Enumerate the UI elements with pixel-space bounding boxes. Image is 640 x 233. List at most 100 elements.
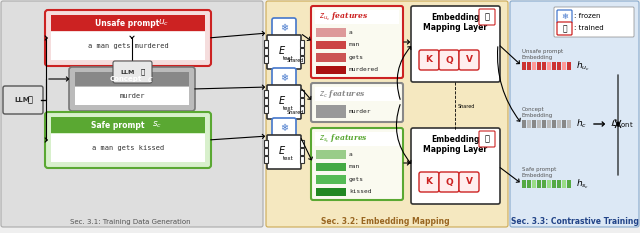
Text: : frozen: : frozen <box>574 14 600 20</box>
Text: Q: Q <box>445 55 453 65</box>
Bar <box>264 106 268 113</box>
Bar <box>542 62 546 70</box>
FancyBboxPatch shape <box>419 50 439 70</box>
Bar <box>557 180 561 188</box>
FancyBboxPatch shape <box>267 85 301 119</box>
Bar <box>532 120 536 128</box>
Text: gets: gets <box>349 55 364 60</box>
Bar <box>334 162 339 171</box>
Bar <box>328 41 333 49</box>
Text: murder: murder <box>349 109 371 114</box>
Text: text: text <box>283 155 293 161</box>
Text: Embedding: Embedding <box>431 136 480 144</box>
Bar <box>300 98 304 105</box>
Bar <box>316 41 321 49</box>
FancyBboxPatch shape <box>411 6 500 82</box>
Text: a: a <box>349 30 353 35</box>
FancyBboxPatch shape <box>419 172 439 192</box>
Text: Sec. 3.2: Embedding Mapping: Sec. 3.2: Embedding Mapping <box>321 217 449 226</box>
Bar <box>316 188 321 196</box>
FancyBboxPatch shape <box>113 61 152 83</box>
Bar <box>75 72 189 86</box>
Bar <box>334 28 339 37</box>
FancyBboxPatch shape <box>45 112 211 168</box>
Bar <box>562 120 566 128</box>
FancyBboxPatch shape <box>557 22 572 35</box>
Bar <box>300 148 304 155</box>
Text: 🔥: 🔥 <box>484 13 490 21</box>
Bar <box>537 120 541 128</box>
Bar <box>334 41 339 49</box>
Text: murdered: murdered <box>349 67 379 72</box>
Bar <box>328 150 333 158</box>
Bar <box>328 53 333 62</box>
Bar <box>542 180 546 188</box>
Text: Embedding: Embedding <box>522 113 553 119</box>
Bar <box>557 120 561 128</box>
FancyBboxPatch shape <box>459 172 479 192</box>
Text: ❄: ❄ <box>280 73 288 83</box>
Text: $z_{u_c}$ features: $z_{u_c}$ features <box>319 11 369 23</box>
FancyBboxPatch shape <box>311 83 403 122</box>
Bar <box>522 120 526 128</box>
Bar <box>537 180 541 188</box>
Bar <box>316 105 346 118</box>
Text: ❄: ❄ <box>280 23 288 33</box>
Bar <box>316 105 321 118</box>
FancyBboxPatch shape <box>557 10 572 23</box>
Bar <box>340 175 345 184</box>
Bar <box>328 65 333 74</box>
Bar <box>537 62 541 70</box>
Text: murder: murder <box>119 93 145 99</box>
FancyBboxPatch shape <box>510 1 639 227</box>
Bar <box>340 65 345 74</box>
Bar <box>316 28 321 37</box>
Text: $u_c$: $u_c$ <box>158 18 169 28</box>
Bar <box>315 10 399 24</box>
Bar <box>300 140 304 147</box>
Bar <box>315 87 399 101</box>
Bar <box>316 65 321 74</box>
Bar <box>322 41 327 49</box>
FancyBboxPatch shape <box>479 9 495 25</box>
Bar <box>328 188 333 196</box>
Bar <box>316 175 321 184</box>
Bar <box>51 32 205 60</box>
Bar <box>300 40 304 47</box>
Bar <box>316 65 346 74</box>
Text: $h_c$: $h_c$ <box>576 118 587 130</box>
Text: man: man <box>349 164 360 169</box>
FancyBboxPatch shape <box>479 131 495 147</box>
Bar <box>527 62 531 70</box>
Bar <box>522 180 526 188</box>
Bar <box>567 120 571 128</box>
Text: LLM: LLM <box>14 97 29 103</box>
Text: Mapping Layer: Mapping Layer <box>424 145 488 154</box>
Bar <box>316 162 321 171</box>
FancyBboxPatch shape <box>45 10 211 66</box>
Bar <box>264 148 268 155</box>
Bar <box>322 28 327 37</box>
Bar <box>557 62 561 70</box>
Bar <box>532 62 536 70</box>
Bar <box>316 53 346 62</box>
Text: Safe prompt: Safe prompt <box>91 120 145 130</box>
Text: text: text <box>283 106 293 110</box>
Bar <box>340 105 345 118</box>
Bar <box>328 175 333 184</box>
Text: $E$: $E$ <box>278 144 286 156</box>
Bar <box>532 180 536 188</box>
Text: Concept: Concept <box>110 76 142 82</box>
Bar <box>567 180 571 188</box>
Bar <box>552 62 556 70</box>
Bar <box>316 162 346 171</box>
Bar <box>322 65 327 74</box>
Bar <box>552 180 556 188</box>
Text: V: V <box>465 178 472 186</box>
Bar <box>328 162 333 171</box>
Bar <box>322 188 327 196</box>
Text: Embedding: Embedding <box>522 174 553 178</box>
FancyBboxPatch shape <box>459 50 479 70</box>
Bar <box>340 53 345 62</box>
Text: Safe prompt: Safe prompt <box>522 168 556 172</box>
